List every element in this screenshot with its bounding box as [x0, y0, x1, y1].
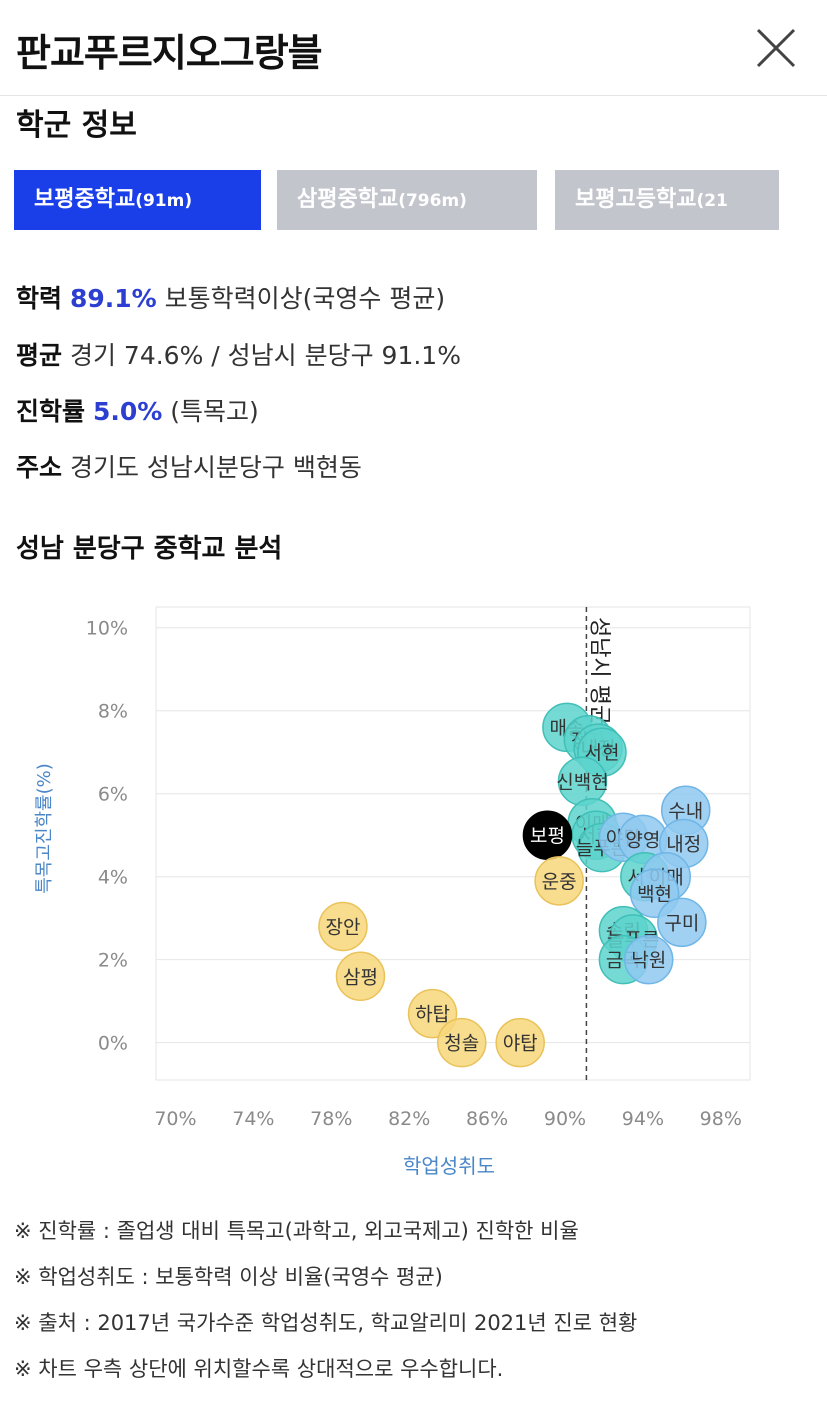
y-tick-label: 2%	[98, 950, 128, 972]
data-point-label: 수내	[668, 800, 703, 822]
tab-school-1[interactable]: 삼평중학교(796m)	[277, 170, 537, 230]
tab-school-name: 보평고등학교	[575, 187, 697, 212]
data-point-label: 운중	[542, 871, 577, 893]
data-point-label: 청솔	[444, 1033, 479, 1055]
y-tick-label: 0%	[98, 1033, 128, 1055]
page-title: 판교푸르지오그랑블	[16, 31, 323, 75]
x-tick-label: 82%	[388, 1108, 430, 1130]
data-point-label: 내정	[666, 834, 701, 856]
y-tick-label: 8%	[98, 701, 128, 723]
achievement-value: 89.1%	[69, 284, 157, 313]
x-tick-label: 78%	[310, 1108, 352, 1130]
average-text: 경기 74.6% / 성남시 분당구 91.1%	[69, 341, 461, 370]
data-point	[623, 934, 674, 985]
tab-school-name: 보평중학교	[34, 187, 136, 212]
address-label: 주소	[16, 453, 63, 482]
data-point-label: 하탑	[415, 1004, 450, 1026]
achievement-row: 학력 89.1% 보통학력이상(국영수 평균)	[16, 279, 445, 315]
reference-line-label: 성남시 평균	[586, 617, 611, 725]
data-point-label: 보평	[530, 825, 565, 847]
data-point	[335, 951, 386, 1002]
data-point-label: 구미	[664, 912, 699, 934]
tab-school-distance: (21	[696, 191, 728, 211]
x-axis-label: 학업성취도	[403, 1154, 495, 1178]
average-label: 평균	[16, 341, 63, 370]
data-point-label: 장안	[325, 916, 360, 938]
scatter-chart: 10% 8% 6% 4% 2% 0% 70% 74% 78% 82% 86% 90% 94% 98% 학업성…	[34, 606, 751, 1178]
tab-school-0[interactable]: 보평중학교(91m)	[14, 170, 261, 230]
note-position: ※ 차트 우측 상단에 위치할수록 상대적으로 우수합니다.	[14, 1357, 504, 1381]
data-point-label: 양영	[625, 829, 660, 851]
data-point-label: 낙원	[631, 950, 666, 972]
data-point-label: 서현	[585, 742, 620, 764]
school-info-title: 학군 정보	[16, 108, 137, 143]
tab-school-name: 삼평중학교	[297, 187, 399, 212]
data-point	[495, 1017, 545, 1068]
advancement-desc: (특목고)	[170, 397, 259, 426]
note-source: ※ 출처 : 2017년 국가수준 학업성취도, 학교알리미 2021년 진로 …	[14, 1311, 638, 1335]
data-point	[437, 1017, 487, 1068]
data-point-label: 삼평	[343, 966, 378, 988]
school-tabs: 보평중학교(91m) 삼평중학교(796m) 보평고등학교(21	[14, 170, 814, 230]
data-point	[318, 901, 368, 952]
close-button[interactable]	[752, 24, 800, 72]
advancement-value: 5.0%	[92, 397, 163, 426]
y-tick-label: 4%	[98, 867, 128, 889]
data-point	[657, 897, 707, 948]
x-tick-label: 86%	[466, 1108, 508, 1130]
achievement-desc: 보통학력이상(국영수 평균)	[164, 284, 446, 313]
y-tick-label: 6%	[98, 784, 128, 806]
average-row: 평균 경기 74.6% / 성남시 분당구 91.1%	[16, 336, 461, 372]
x-tick-label: 74%	[232, 1108, 274, 1130]
data-point-label: 백현	[637, 883, 672, 905]
y-tick-label: 10%	[86, 618, 128, 640]
plot-area	[155, 606, 751, 1081]
header-divider	[0, 95, 827, 96]
notes: ※ 진학률 : 졸업생 대비 특목고(과학고, 외고국제고) 진학한 비율 ※ …	[14, 1216, 637, 1400]
address-row: 주소 경기도 성남시분당구 백현동	[16, 448, 362, 484]
data-point-label: 신백현	[556, 771, 608, 793]
y-axis-label: 특목고진학률(%)	[34, 763, 55, 894]
tab-school-2[interactable]: 보평고등학교(21	[555, 170, 779, 230]
tab-school-distance: (91m)	[135, 191, 193, 211]
data-point-label: 야탑	[503, 1033, 538, 1055]
advancement-label: 진학률	[16, 397, 86, 426]
note-achievement: ※ 학업성취도 : 보통학력 이상 비율(국영수 평균)	[14, 1265, 443, 1289]
x-tick-label: 94%	[622, 1108, 664, 1130]
achievement-label: 학력	[16, 284, 63, 313]
address-text: 경기도 성남시분당구 백현동	[69, 453, 362, 482]
x-tick-label: 70%	[154, 1108, 196, 1130]
close-icon	[756, 28, 796, 68]
advancement-row: 진학률 5.0% (특목고)	[16, 392, 259, 428]
x-tick-label: 90%	[544, 1108, 586, 1130]
x-tick-label: 98%	[700, 1108, 742, 1130]
tab-school-distance: (796m)	[398, 191, 467, 211]
chart-title: 성남 분당구 중학교 분석	[16, 534, 283, 564]
data-point	[534, 856, 584, 906]
note-advancement: ※ 진학률 : 졸업생 대비 특목고(과학고, 외고국제고) 진학한 비율	[14, 1219, 579, 1243]
